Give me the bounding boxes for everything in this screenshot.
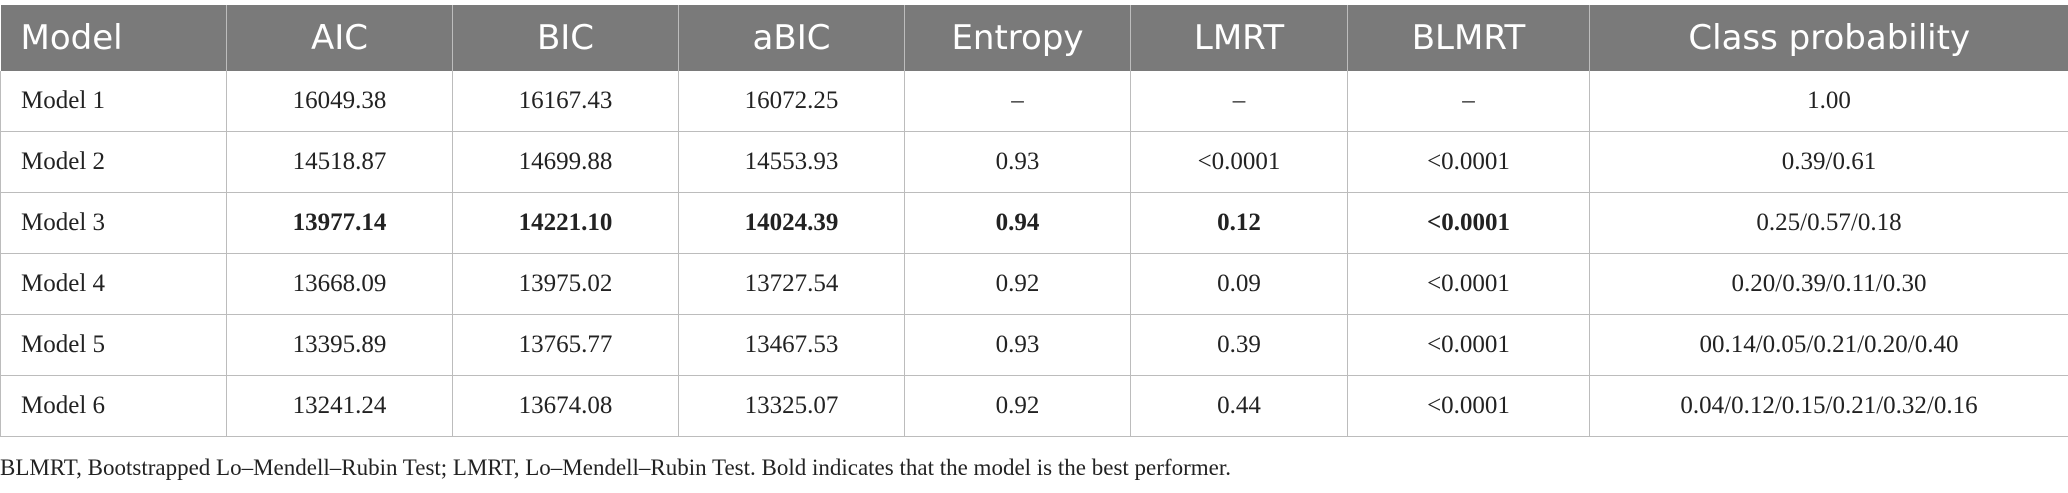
table-row: Model 2 14518.87 14699.88 14553.93 0.93 <0.00… bbox=[0, 131, 2068, 193]
column-header-blmrt: BLMRT bbox=[1347, 5, 1590, 71]
cell-model: Model 1 bbox=[0, 71, 227, 132]
cell-model: Model 6 bbox=[0, 375, 227, 437]
cell-lmrt: 0.39 bbox=[1130, 314, 1348, 376]
cell-entropy: – bbox=[904, 71, 1131, 132]
cell-abic: 13325.07 bbox=[678, 375, 905, 437]
cell-bic: 14221.10 bbox=[452, 192, 679, 254]
table-footnote: BLMRT, Bootstrapped Lo–Mendell–Rubin Tes… bbox=[0, 455, 1231, 480]
cell-lmrt: 0.44 bbox=[1130, 375, 1348, 437]
column-header-entropy: Entropy bbox=[904, 5, 1131, 71]
column-header-bic: BIC bbox=[452, 5, 679, 71]
cell-model: Model 3 bbox=[0, 192, 227, 254]
cell-bic: 16167.43 bbox=[452, 71, 679, 132]
cell-aic: 14518.87 bbox=[226, 131, 453, 193]
cell-lmrt: – bbox=[1130, 71, 1348, 132]
cell-blmrt: <0.0001 bbox=[1347, 192, 1590, 254]
cell-aic: 13668.09 bbox=[226, 253, 453, 315]
cell-model: Model 5 bbox=[0, 314, 227, 376]
column-header-model: Model bbox=[0, 5, 227, 71]
table-header: Model AIC BIC aBIC Entropy LMRT BLMRT Class pro… bbox=[0, 5, 2068, 71]
cell-bic: 13674.08 bbox=[452, 375, 679, 437]
cell-class-probability: 0.25/0.57/0.18 bbox=[1589, 192, 2068, 254]
cell-lmrt: 0.09 bbox=[1130, 253, 1348, 315]
cell-entropy: 0.92 bbox=[904, 253, 1131, 315]
cell-abic: 14024.39 bbox=[678, 192, 905, 254]
cell-blmrt: <0.0001 bbox=[1347, 375, 1590, 437]
cell-aic: 13395.89 bbox=[226, 314, 453, 376]
cell-entropy: 0.93 bbox=[904, 314, 1131, 376]
cell-class-probability: 0.39/0.61 bbox=[1589, 131, 2068, 193]
cell-bic: 14699.88 bbox=[452, 131, 679, 193]
cell-abic: 13467.53 bbox=[678, 314, 905, 376]
column-header-abic: aBIC bbox=[678, 5, 905, 71]
table-row: Model 5 13395.89 13765.77 13467.53 0.93 0.39 <… bbox=[0, 314, 2068, 376]
cell-lmrt: <0.0001 bbox=[1130, 131, 1348, 193]
column-header-lmrt: LMRT bbox=[1130, 5, 1348, 71]
model-fit-table: Model AIC BIC aBIC Entropy LMRT BLMRT Class pro… bbox=[0, 5, 2068, 437]
cell-model: Model 4 bbox=[0, 253, 227, 315]
cell-blmrt: <0.0001 bbox=[1347, 131, 1590, 193]
table-row: Model 4 13668.09 13975.02 13727.54 0.92 0.09 <… bbox=[0, 253, 2068, 315]
cell-blmrt: <0.0001 bbox=[1347, 253, 1590, 315]
cell-blmrt: – bbox=[1347, 71, 1590, 132]
cell-abic: 13727.54 bbox=[678, 253, 905, 315]
cell-aic: 13977.14 bbox=[226, 192, 453, 254]
cell-aic: 13241.24 bbox=[226, 375, 453, 437]
header-row: Model AIC BIC aBIC Entropy LMRT BLMRT Class pro… bbox=[0, 5, 2068, 71]
table-row: Model 3 13977.14 14221.10 14024.39 0.94 0.12 <… bbox=[0, 192, 2068, 254]
cell-class-probability: 00.14/0.05/0.21/0.20/0.40 bbox=[1589, 314, 2068, 376]
column-header-aic: AIC bbox=[226, 5, 453, 71]
cell-class-probability: 1.00 bbox=[1589, 71, 2068, 132]
cell-entropy: 0.92 bbox=[904, 375, 1131, 437]
cell-class-probability: 0.04/0.12/0.15/0.21/0.32/0.16 bbox=[1589, 375, 2068, 437]
cell-bic: 13765.77 bbox=[452, 314, 679, 376]
cell-model: Model 2 bbox=[0, 131, 227, 193]
cell-abic: 14553.93 bbox=[678, 131, 905, 193]
cell-blmrt: <0.0001 bbox=[1347, 314, 1590, 376]
cell-lmrt: 0.12 bbox=[1130, 192, 1348, 254]
table-body: Model 1 16049.38 16167.43 16072.25– – –1.00 Mo… bbox=[0, 71, 2068, 437]
column-header-class-probability: Class probability bbox=[1589, 5, 2068, 71]
table-row: Model 6 13241.24 13674.08 13325.07 0.92 0.44 <… bbox=[0, 375, 2068, 437]
cell-bic: 13975.02 bbox=[452, 253, 679, 315]
table-row: Model 1 16049.38 16167.43 16072.25– – –1.00 bbox=[0, 71, 2068, 132]
cell-aic: 16049.38 bbox=[226, 71, 453, 132]
cell-entropy: 0.94 bbox=[904, 192, 1131, 254]
cell-entropy: 0.93 bbox=[904, 131, 1131, 193]
cell-abic: 16072.25 bbox=[678, 71, 905, 132]
cell-class-probability: 0.20/0.39/0.11/0.30 bbox=[1589, 253, 2068, 315]
